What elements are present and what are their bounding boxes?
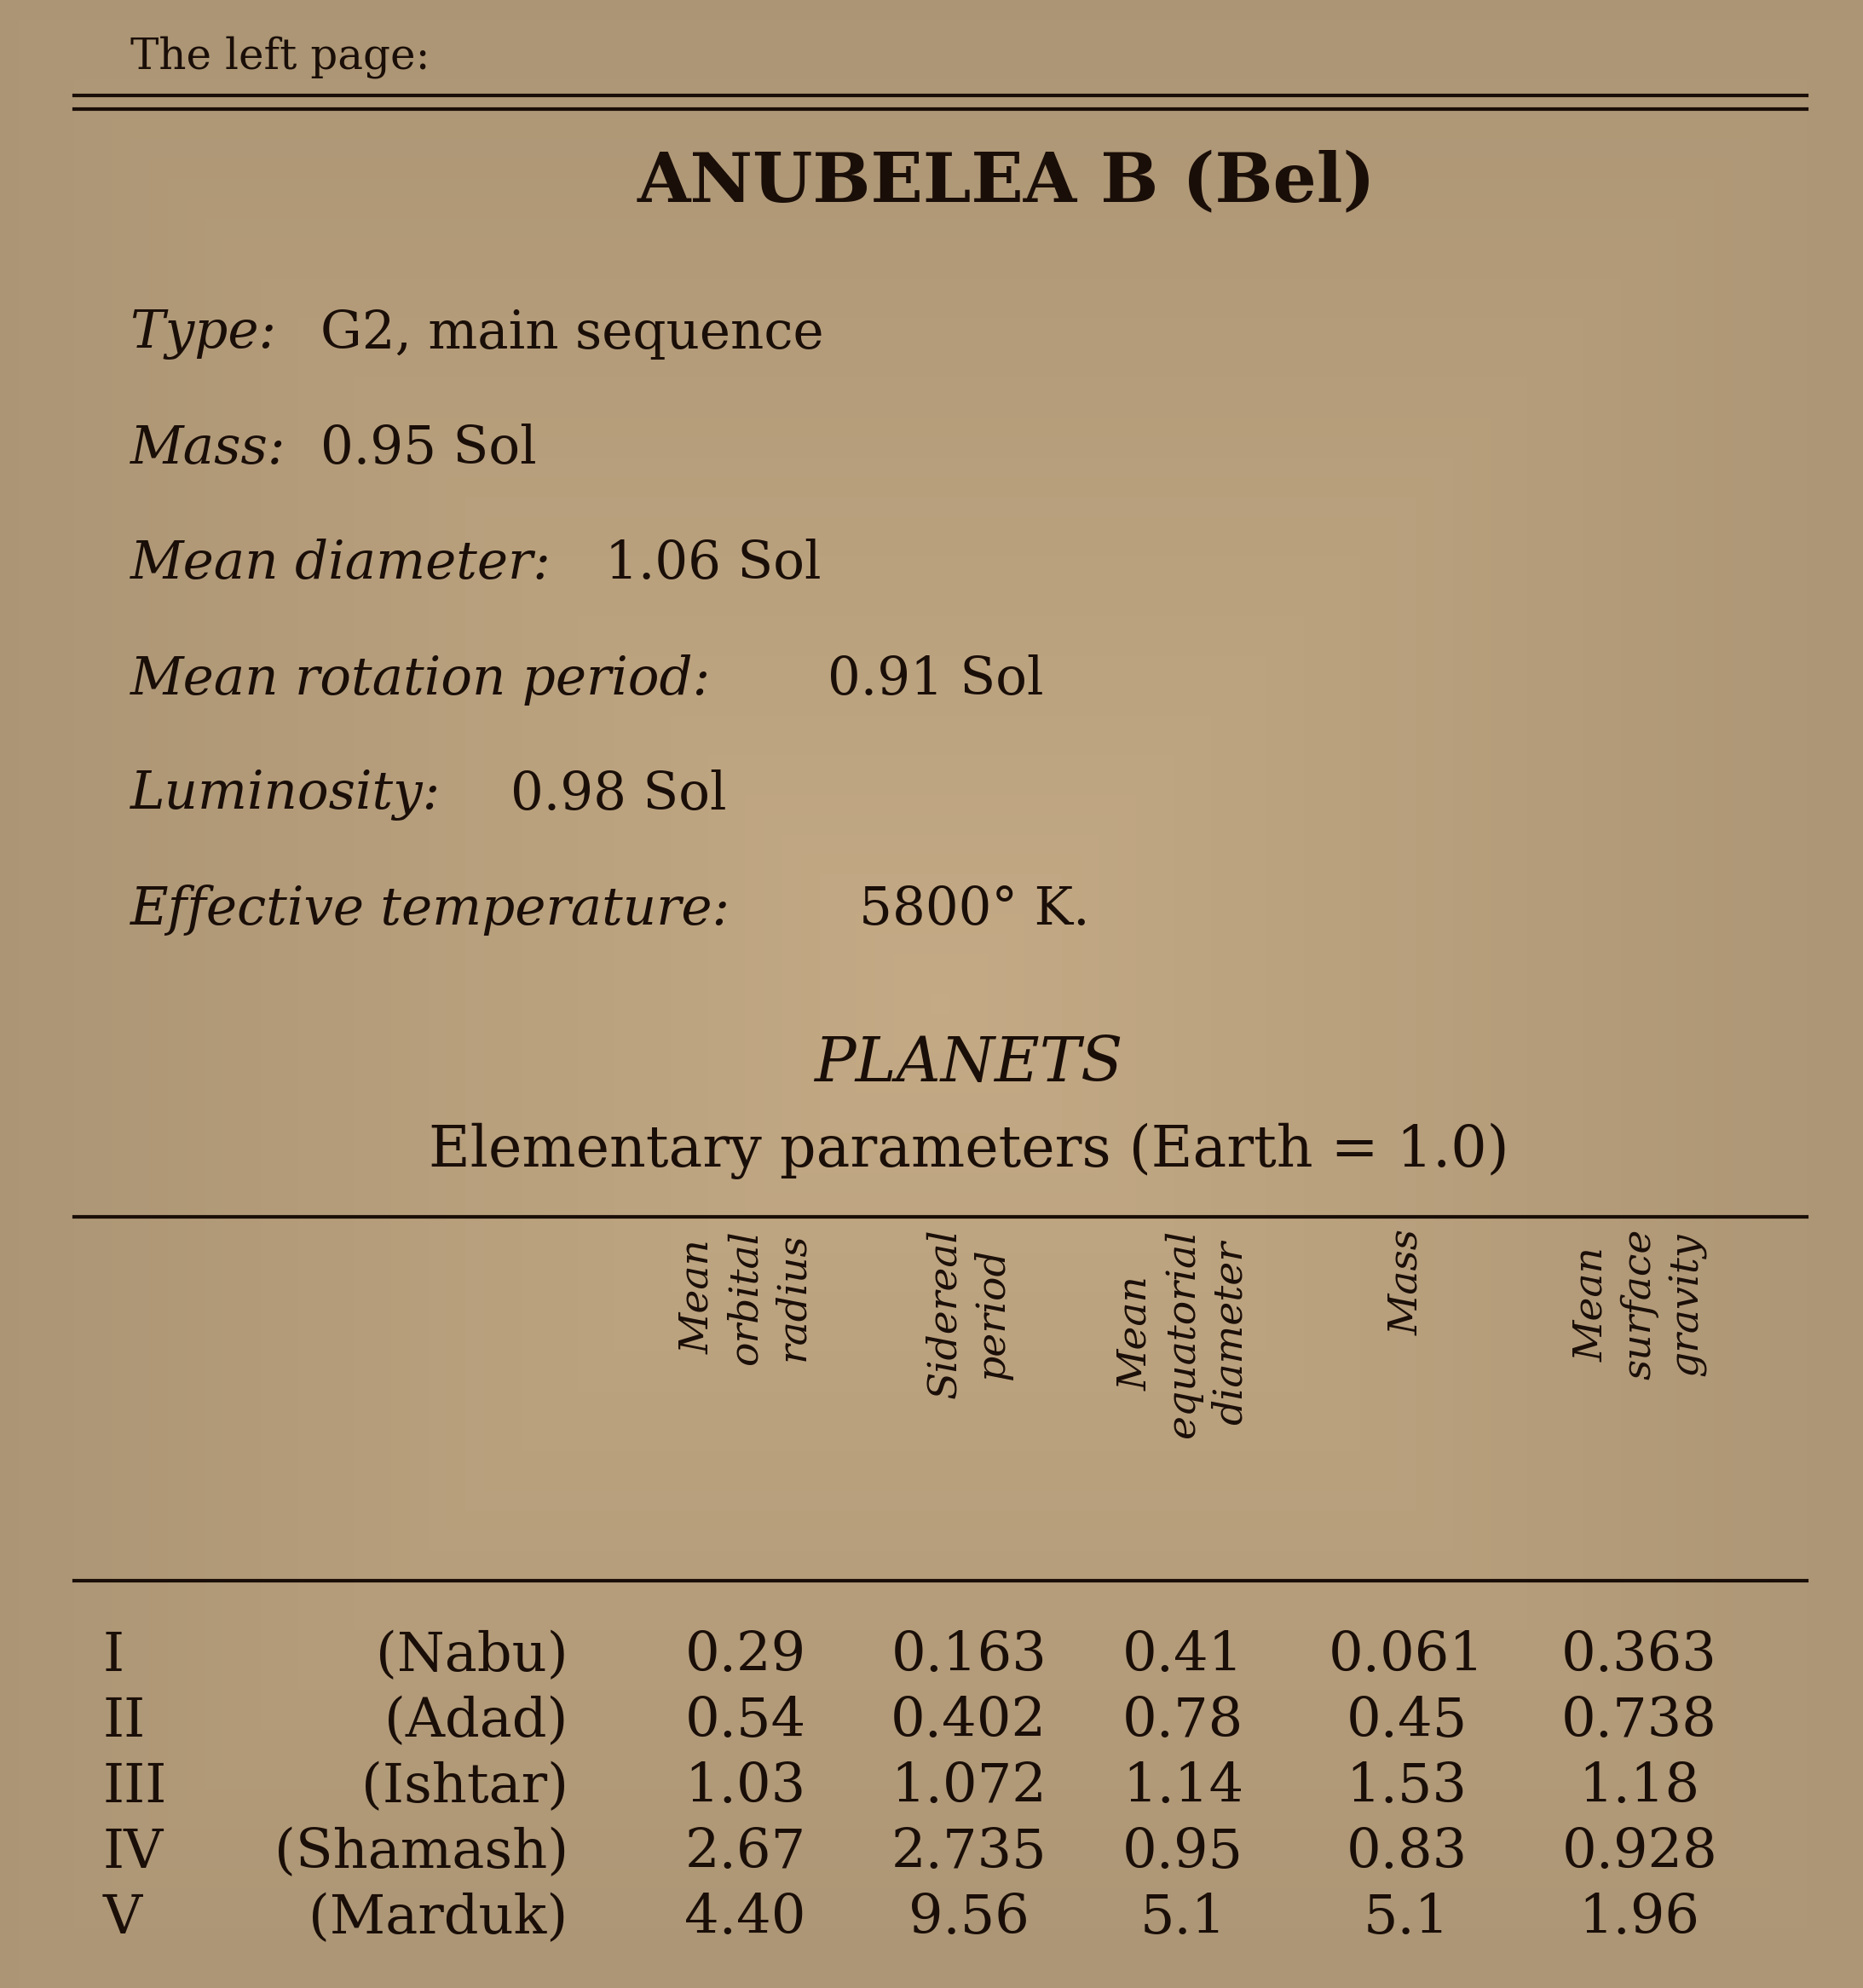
Text: 0.402: 0.402: [891, 1696, 1047, 1747]
Text: Mass: Mass: [1388, 1229, 1425, 1336]
Text: 0.41: 0.41: [1122, 1630, 1244, 1682]
Text: Mean
equatorial
diameter: Mean equatorial diameter: [1116, 1229, 1250, 1437]
Text: 0.98 Sol: 0.98 Sol: [510, 769, 727, 821]
Text: 5.1: 5.1: [1364, 1893, 1449, 1944]
Text: 5.1: 5.1: [1140, 1893, 1226, 1944]
Text: Mean rotation period:: Mean rotation period:: [130, 654, 728, 706]
Text: 0.95: 0.95: [1123, 1827, 1243, 1879]
Text: Mean
orbital
radius: Mean orbital radius: [678, 1229, 812, 1364]
Text: G2, main sequence: G2, main sequence: [320, 308, 823, 360]
Text: 1.18: 1.18: [1578, 1761, 1701, 1813]
Text: I: I: [102, 1630, 123, 1682]
Text: 0.738: 0.738: [1561, 1696, 1718, 1747]
Text: Effective temperature:: Effective temperature:: [130, 885, 747, 936]
Text: 0.83: 0.83: [1345, 1827, 1468, 1879]
Text: Mean
surface
gravity: Mean surface gravity: [1572, 1229, 1707, 1380]
Text: 0.78: 0.78: [1122, 1696, 1244, 1747]
Text: 0.29: 0.29: [684, 1630, 807, 1682]
Text: ANUBELEA B (Bel): ANUBELEA B (Bel): [637, 149, 1375, 215]
Text: 0.45: 0.45: [1345, 1696, 1468, 1747]
Text: 2.735: 2.735: [891, 1827, 1047, 1879]
Text: IV: IV: [102, 1827, 164, 1879]
Text: 2.67: 2.67: [684, 1827, 807, 1879]
Text: 0.95 Sol: 0.95 Sol: [320, 423, 537, 475]
Text: 1.072: 1.072: [891, 1761, 1047, 1813]
Text: (Ishtar): (Ishtar): [361, 1761, 568, 1813]
Text: III: III: [102, 1761, 166, 1813]
Text: Mean diameter:: Mean diameter:: [130, 539, 568, 590]
Text: 9.56: 9.56: [909, 1893, 1028, 1944]
Text: 1.96: 1.96: [1580, 1893, 1699, 1944]
Text: 1.53: 1.53: [1347, 1761, 1466, 1813]
Text: 0.928: 0.928: [1561, 1827, 1718, 1879]
Text: 5800° K.: 5800° K.: [859, 885, 1090, 936]
Text: 1.03: 1.03: [684, 1761, 807, 1813]
Text: 0.061: 0.061: [1328, 1630, 1485, 1682]
Text: Luminosity:: Luminosity:: [130, 769, 456, 821]
Text: II: II: [102, 1696, 145, 1747]
Text: 1.06 Sol: 1.06 Sol: [605, 539, 822, 590]
Text: 4.40: 4.40: [684, 1893, 807, 1944]
Text: The left page:: The left page:: [130, 36, 430, 78]
Text: (Marduk): (Marduk): [309, 1893, 568, 1944]
Text: (Shamash): (Shamash): [274, 1827, 568, 1879]
Text: (Nabu): (Nabu): [376, 1630, 568, 1682]
Text: 0.363: 0.363: [1561, 1630, 1718, 1682]
Text: PLANETS: PLANETS: [814, 1034, 1123, 1093]
Text: 0.54: 0.54: [684, 1696, 807, 1747]
Text: 0.91 Sol: 0.91 Sol: [827, 654, 1043, 706]
Text: Type:: Type:: [130, 308, 292, 360]
Text: 0.163: 0.163: [891, 1630, 1047, 1682]
Text: Sidereal
period: Sidereal period: [926, 1229, 1012, 1400]
Text: V: V: [102, 1893, 142, 1944]
Text: Mass:: Mass:: [130, 423, 302, 475]
Text: (Adad): (Adad): [384, 1696, 568, 1747]
Text: Elementary parameters (Earth = 1.0): Elementary parameters (Earth = 1.0): [428, 1123, 1509, 1179]
Text: 1.14: 1.14: [1122, 1761, 1244, 1813]
